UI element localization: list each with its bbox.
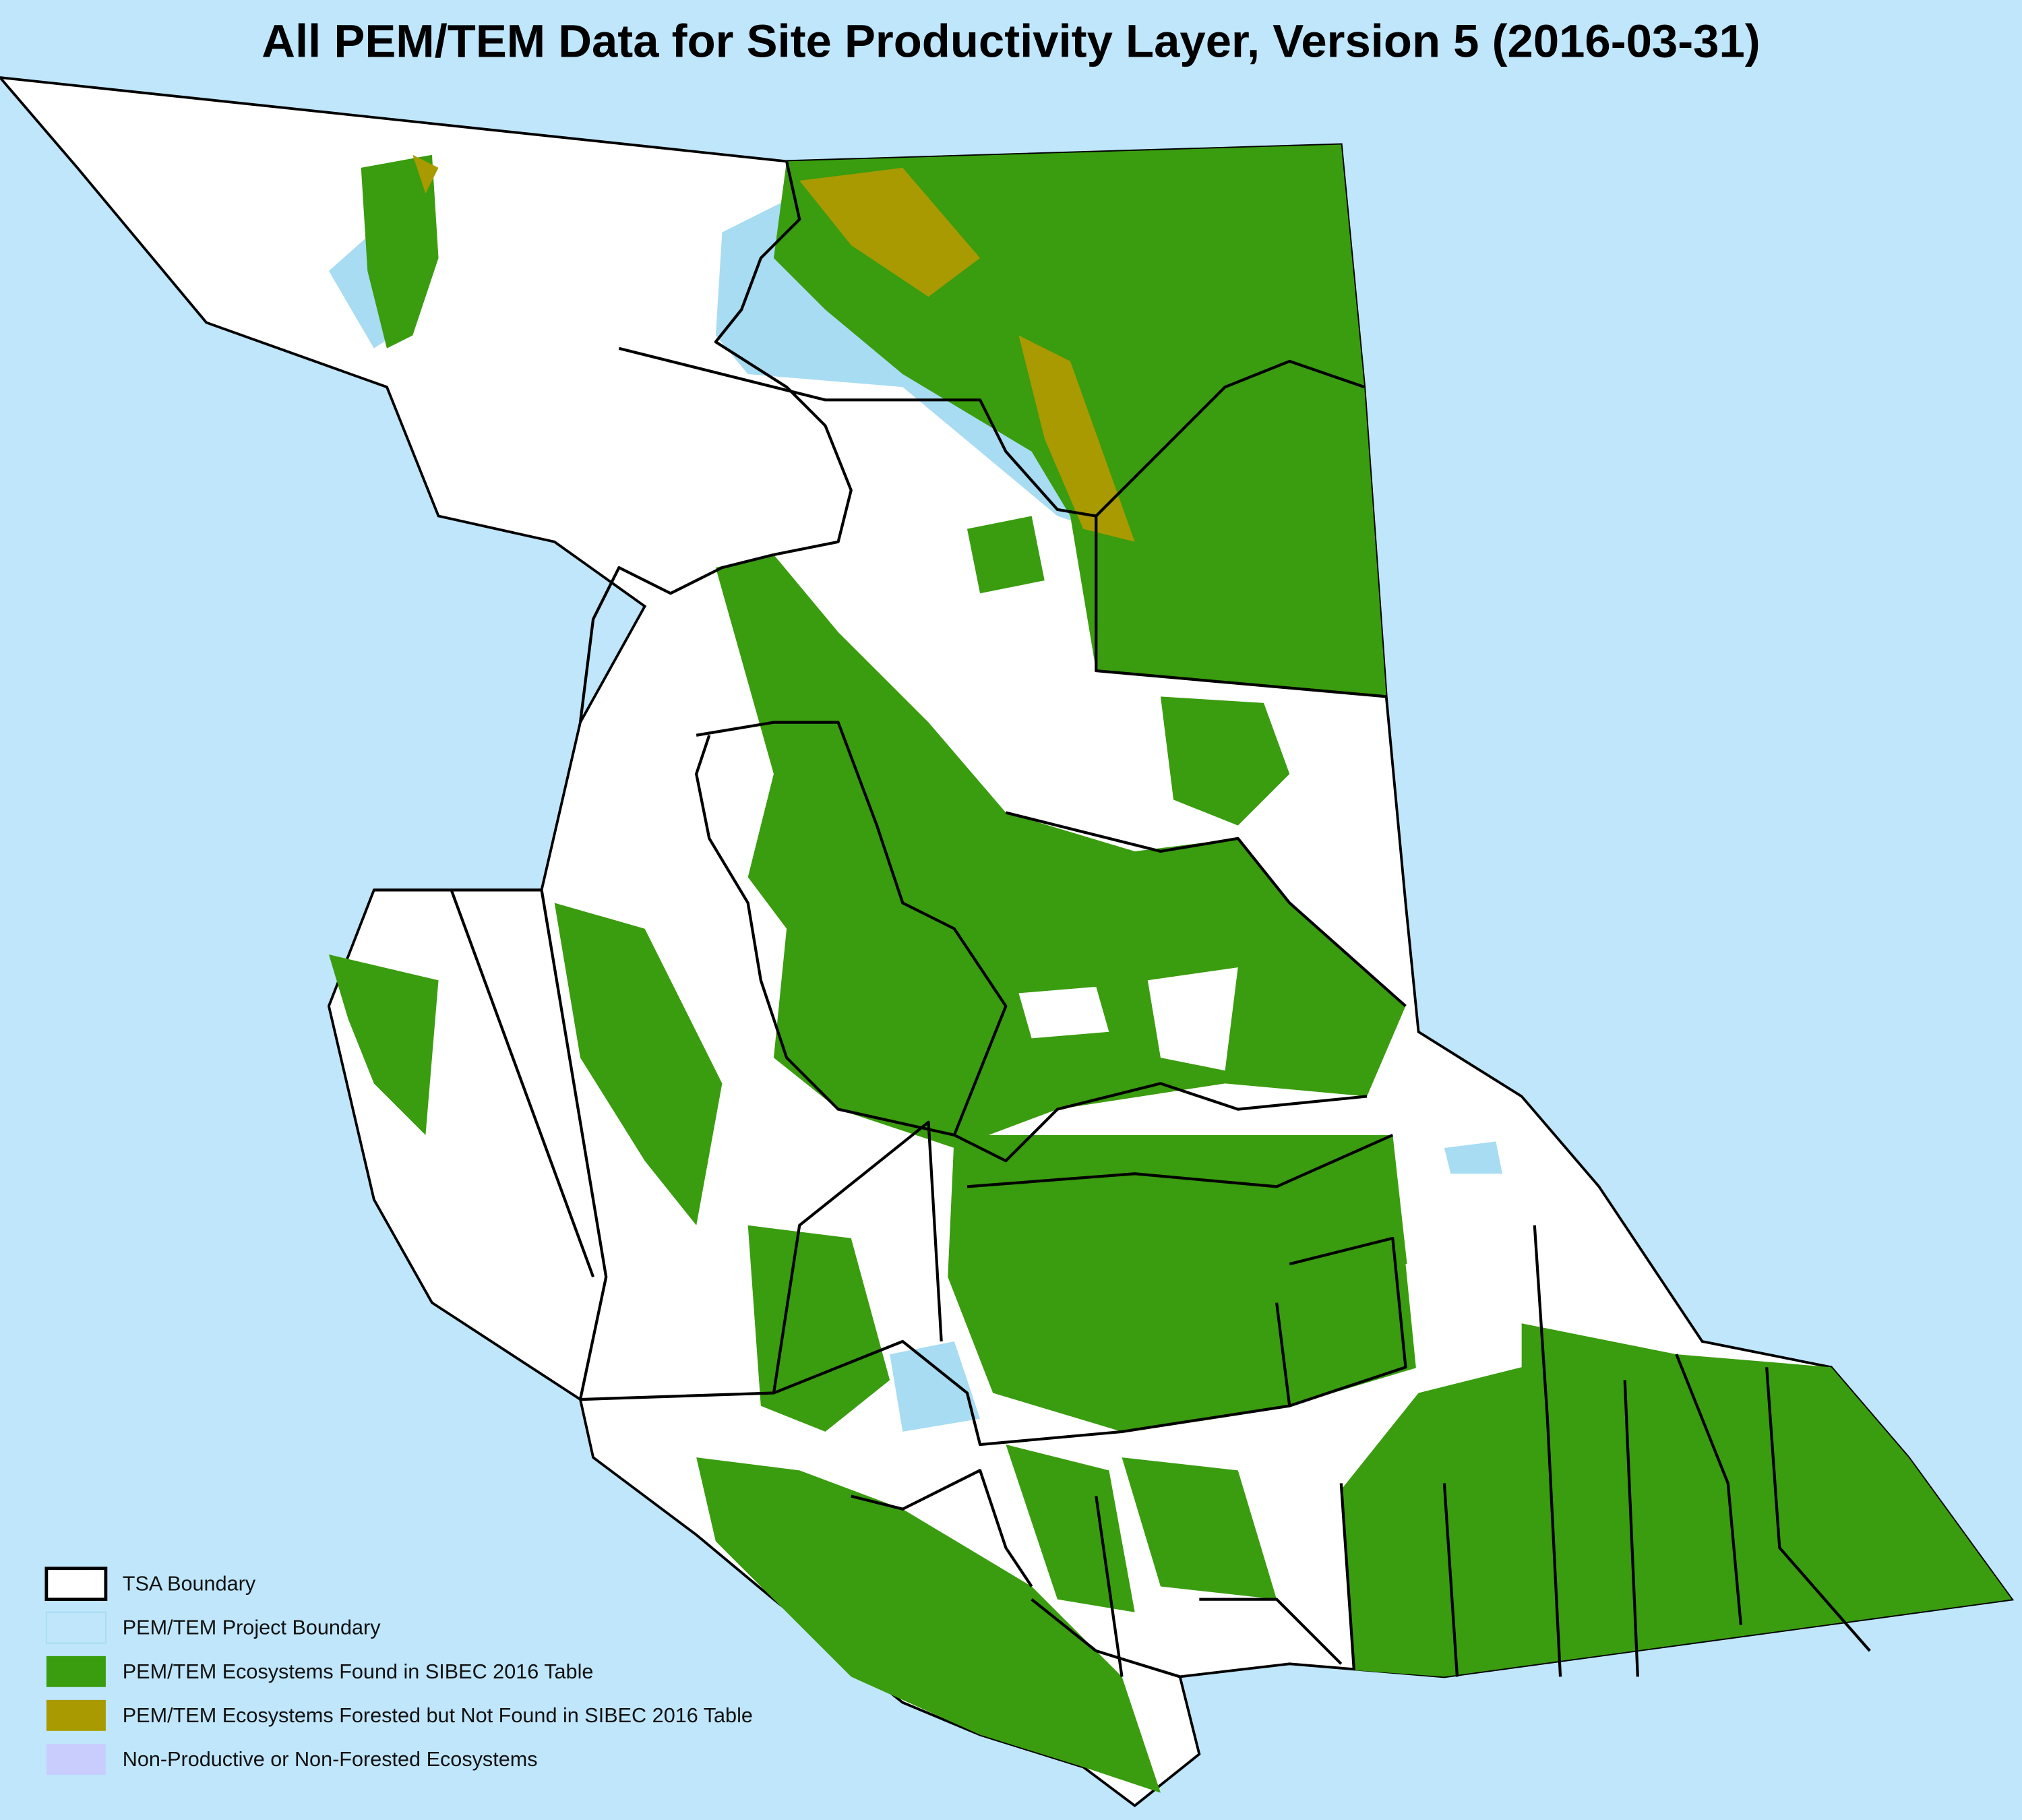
map-title: All PEM/TEM Data for Site Productivity L…	[262, 15, 1760, 67]
legend: TSA Boundary PEM/TEM Project Boundary PE…	[44, 1567, 753, 1775]
non-mapped	[1018, 967, 1522, 1393]
tsa-boundaries	[373, 160, 1871, 1678]
legend-label: TSA Boundary	[123, 1573, 256, 1596]
legend-label: PEM/TEM Ecosystems Found in SIBEC 2016 T…	[123, 1660, 594, 1683]
legend-swatch	[44, 1567, 108, 1602]
legend-label: Non-Productive or Non-Forested Ecosystem…	[123, 1748, 538, 1771]
legend-label: PEM/TEM Project Boundary	[123, 1616, 381, 1639]
legend-swatch	[46, 1699, 106, 1731]
sibec-ecosystems	[328, 144, 2012, 1793]
not-in-sibec	[412, 154, 1135, 542]
legend-swatch	[46, 1743, 106, 1775]
legend-swatch	[45, 1611, 106, 1644]
legend-swatch	[46, 1656, 106, 1687]
legend-label: PEM/TEM Ecosystems Forested but Not Foun…	[123, 1704, 753, 1727]
